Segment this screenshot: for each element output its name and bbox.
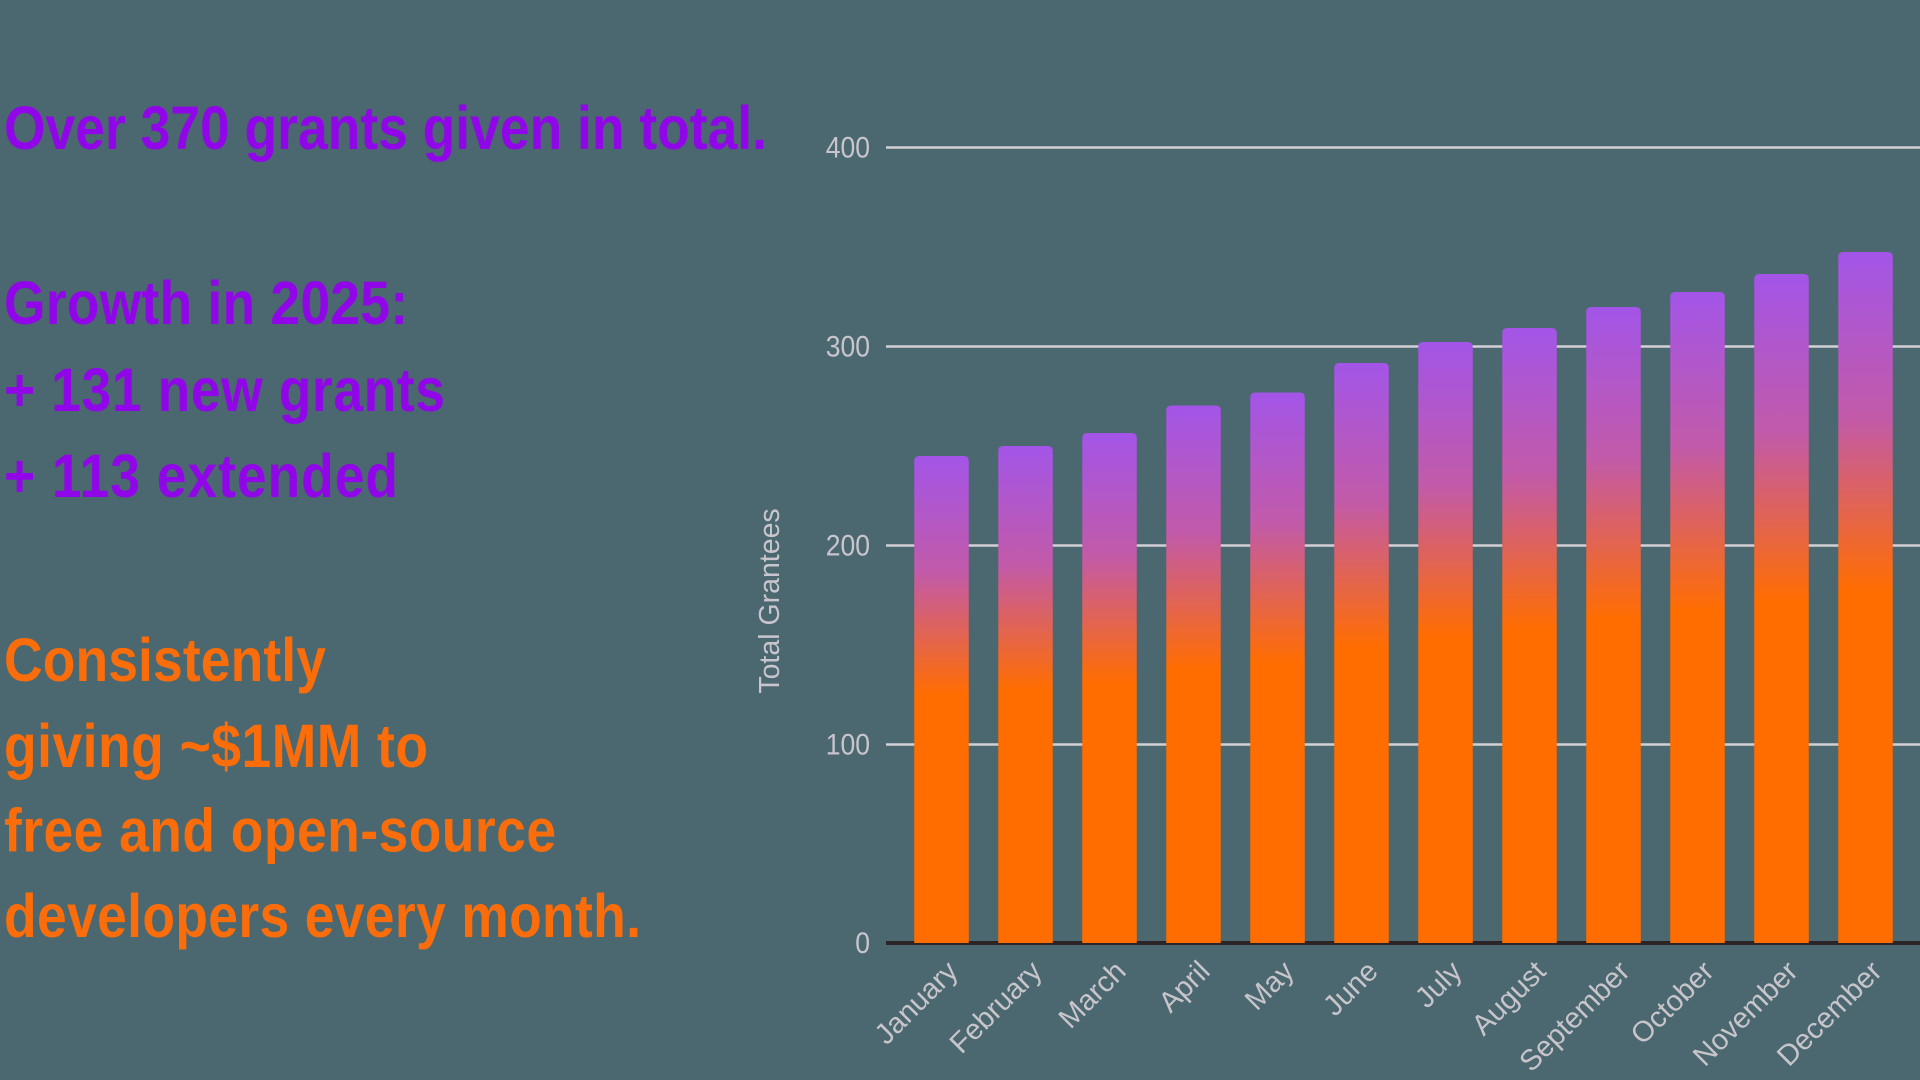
svg-text:+ 131 new grants: + 131 new grants — [4, 357, 445, 425]
svg-text:300: 300 — [826, 330, 870, 363]
svg-text:+ 113 extended: + 113 extended — [4, 443, 398, 511]
svg-text:giving ~$1MM to: giving ~$1MM to — [4, 713, 428, 781]
svg-text:Over 370 grants given in total: Over 370 grants given in total. — [4, 95, 767, 163]
svg-text:200: 200 — [826, 529, 870, 562]
svg-text:400: 400 — [826, 131, 870, 164]
svg-text:0: 0 — [855, 927, 870, 960]
svg-text:100: 100 — [826, 728, 870, 761]
svg-text:Growth in 2025:: Growth in 2025: — [4, 270, 408, 338]
svg-text:Total Grantees: Total Grantees — [754, 508, 786, 693]
svg-text:developers every month.: developers every month. — [4, 883, 641, 951]
svg-text:free and open-source: free and open-source — [4, 797, 556, 865]
svg-text:Consistently: Consistently — [4, 627, 326, 695]
